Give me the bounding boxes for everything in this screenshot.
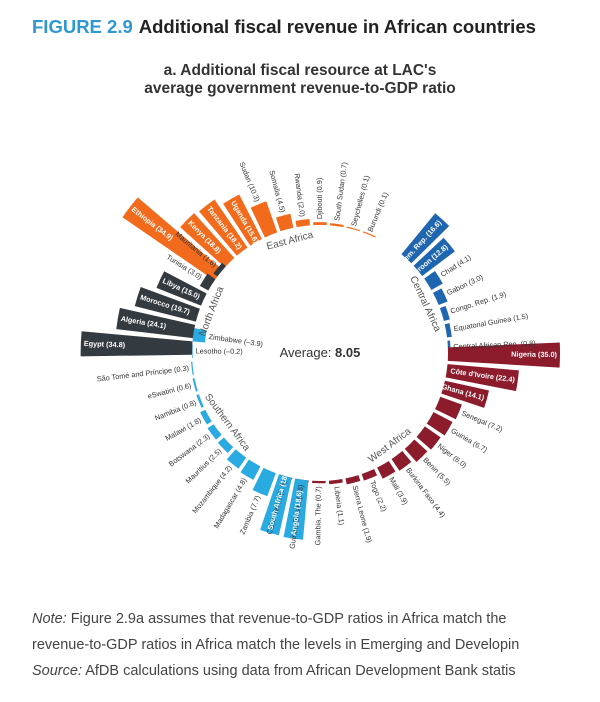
center-average-label: Average: 8.05 — [280, 345, 361, 360]
bar-south-africa — [260, 474, 292, 536]
bar-algeria — [116, 307, 196, 339]
bar-djibouti — [313, 222, 327, 226]
source-label: Source: — [32, 663, 82, 679]
bar-label-djibouti: Djibouti (0.9) — [315, 178, 324, 219]
bar-label-burundi: Burundi (0.1) — [366, 191, 390, 233]
bar-label-lesotho: Lesotho (–0.2) — [196, 346, 243, 356]
bar-label-senegal: Senegal (7.2) — [460, 409, 504, 434]
bar-senegal — [435, 396, 462, 420]
chart-subtitle-line-2: average government revenue-to-GDP ratio — [144, 80, 456, 97]
bar-eswatini — [192, 378, 198, 392]
bar-kenya — [180, 213, 235, 268]
bar-tunisia — [199, 273, 216, 291]
bar-malawi — [200, 409, 212, 425]
bar-sudan — [250, 201, 278, 238]
bar-label-sao-tome-and-principe: São Tomé and Príncipe (0.3) — [96, 364, 189, 384]
bar-equatorial-guinea — [444, 323, 452, 338]
bar-gabon — [433, 288, 448, 306]
chart-subtitle: a. Additional fiscal resource at LAC's a… — [0, 62, 600, 98]
bar-mauritania — [213, 262, 226, 277]
bar-label-somalia: Somalia (4.5) — [267, 169, 287, 213]
bar-label-nigeria: Nigeria (35.0) — [511, 350, 557, 359]
bar-label-rwanda: Rwanda (2.0) — [292, 173, 307, 218]
bar-uganda — [223, 194, 262, 246]
figure-title: Additional fiscal revenue in African cou… — [138, 16, 536, 37]
source-text: AfDB calculations using data from Africa… — [81, 663, 516, 679]
bar-sao-tome-and-principe — [191, 361, 194, 375]
radial-bar-chart: Ethiopia (34.9) Kenya (18.8)Tanzania (18.… — [80, 161, 560, 549]
bar-tanzania — [199, 199, 248, 256]
source-line: Source: AfDB calculations using data fro… — [32, 658, 600, 684]
bar-libya — [156, 271, 207, 306]
bar-label-sierra-leone: Sierra Leone (1.9) — [351, 484, 374, 543]
figure-header: FIGURE 2.9 Additional fiscal revenue in A… — [32, 16, 536, 38]
bar-label-eswatini: eSwatini (0.6) — [147, 381, 192, 401]
bar-sierra-leone — [345, 475, 361, 485]
bar-label-gambia-the: Gambia, The (0.7) — [313, 486, 323, 545]
bar-congo-dem-rep — [401, 213, 450, 264]
bar-label-central-african-rep: Central African Rep. (0.8) — [453, 339, 536, 352]
bar-label-gabon: Gabon (3.0) — [445, 273, 484, 298]
bar-rwanda — [295, 219, 310, 228]
chart-subtitle-line-1: a. Additional fiscal resource at LAC's — [163, 62, 437, 79]
bar-benin — [404, 439, 428, 463]
bar-mozambique — [226, 449, 247, 469]
bar-angola — [283, 478, 309, 540]
bar-madagascar — [240, 459, 261, 480]
bar-label-liberia: Liberia (1.1) — [332, 486, 346, 526]
bar-egypt — [80, 331, 193, 357]
bar-somalia — [275, 213, 294, 232]
bar-botswana — [207, 424, 222, 440]
bar-label-egypt: Egypt (34.8) — [84, 339, 126, 350]
bar-label-zambia: Zambia (7.7) — [238, 494, 263, 536]
bar-label-niger: Niger (6.0) — [436, 441, 469, 469]
bar-liberia — [328, 479, 343, 485]
bar-zimbabwe — [192, 328, 207, 343]
bar-label-togo: Togo (2.2) — [368, 479, 389, 513]
note-text-1: Figure 2.9a assumes that revenue-to-GDP … — [66, 611, 507, 627]
bar-seychelles — [346, 226, 360, 232]
bar-label-congo-rep: Congo, Rep. (1.9) — [449, 289, 507, 315]
bar-label-mali: Mali (3.9) — [387, 475, 410, 506]
bar-label-benin: Benin (5.5) — [421, 455, 452, 487]
bar-south-sudan — [330, 223, 344, 228]
bar-label-south-sudan: South Sudan (0.7) — [332, 162, 349, 222]
figure-notes: Note: Figure 2.9a assumes that revenue-t… — [32, 606, 600, 684]
bar-guinea — [426, 412, 453, 436]
bar-label-seychelles: Seychelles (0.1) — [349, 174, 371, 227]
bar-niger — [416, 426, 441, 450]
bars-layer — [80, 194, 560, 540]
bar-nigeria — [447, 342, 560, 368]
bar-label-guinea: Guinea (6.7) — [449, 426, 489, 454]
center-average-prefix: Average: — [280, 345, 335, 360]
center-average-value: 8.05 — [335, 345, 360, 360]
bar-ethiopia — [122, 197, 223, 281]
bar-cote-d-ivoire — [445, 364, 519, 392]
bar-ghana — [441, 380, 490, 408]
bar-mauritius — [217, 437, 234, 453]
figure-number: FIGURE 2.9 — [32, 16, 133, 37]
bar-morocco — [134, 287, 200, 322]
note-label: Note: — [32, 611, 67, 627]
note-line-2: revenue-to-GDP ratios in Africa match th… — [32, 637, 520, 653]
bar-burundi — [362, 231, 376, 238]
bar-cameroon — [413, 237, 455, 276]
bar-lesotho — [192, 344, 193, 359]
bar-chad — [424, 271, 443, 290]
bar-mali — [377, 460, 396, 479]
bar-namibia — [196, 394, 204, 408]
bar-label-equatorial-guinea: Equatorial Guinea (1.5) — [453, 311, 529, 333]
note-line-1: Note: Figure 2.9a assumes that revenue-t… — [32, 606, 600, 632]
bar-zambia — [252, 467, 276, 497]
bar-congo-rep — [439, 306, 450, 321]
bar-togo — [361, 469, 378, 481]
bar-gambia-the — [312, 480, 326, 484]
bar-burkina-faso — [391, 451, 412, 471]
bar-label-sudan: Sudan (10.3) — [237, 161, 261, 203]
